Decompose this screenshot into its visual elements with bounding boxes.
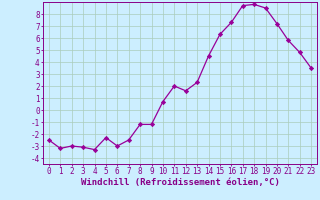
- X-axis label: Windchill (Refroidissement éolien,°C): Windchill (Refroidissement éolien,°C): [81, 178, 279, 187]
